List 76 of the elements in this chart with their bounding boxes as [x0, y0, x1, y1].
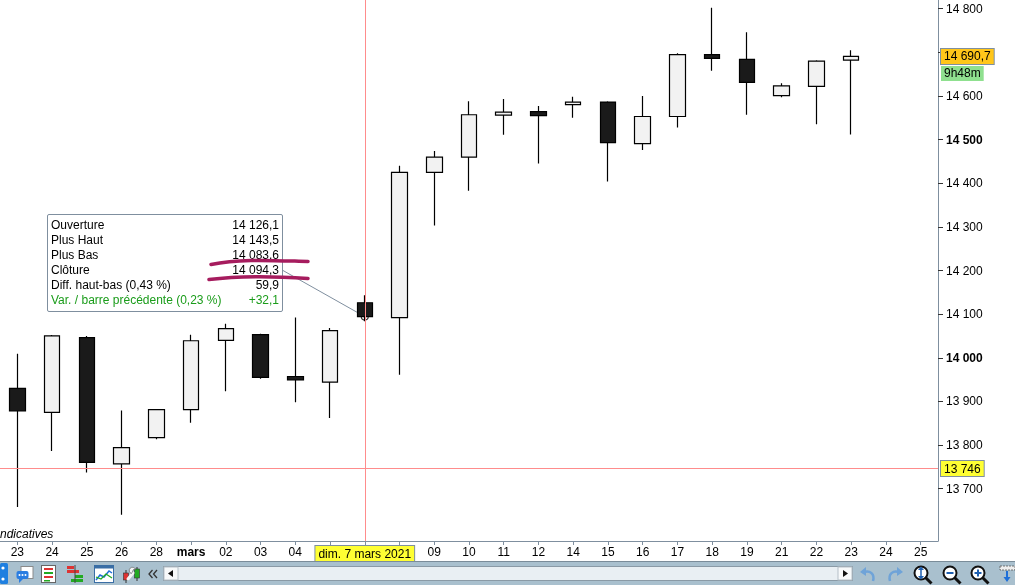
x-tick-label: 15 — [601, 545, 615, 559]
x-tick-label: 25 — [80, 545, 94, 559]
candlestick — [599, 100, 617, 183]
annotation: 14 126,1 — [232, 218, 279, 233]
x-tick-label: 23 — [844, 545, 859, 559]
candlestick — [147, 409, 166, 440]
candlestick — [251, 333, 270, 380]
x-tick-label: 17 — [670, 545, 685, 559]
candlestick — [703, 7, 721, 72]
y-tick-label: 14 200 — [946, 263, 984, 278]
x-tick-label: 03 — [253, 545, 268, 559]
y-tick-label: 14 600 — [946, 88, 984, 103]
annotation: Plus Bas — [51, 248, 99, 263]
candlestick — [668, 52, 687, 128]
annotation: Clôture — [51, 263, 90, 278]
x-tick-label: 18 — [705, 545, 720, 559]
candlestick — [217, 323, 235, 392]
y-tick-label: 14 400 — [946, 176, 984, 191]
x-tick-label: 10 — [462, 545, 476, 559]
y-tick-label: 14 500 — [946, 132, 984, 147]
x-tick-label: 23 — [10, 545, 25, 559]
candlestick — [78, 335, 96, 474]
candlestick — [321, 327, 339, 419]
x-tick-label: 12 — [531, 545, 546, 559]
x-tick-label: 19 — [740, 545, 754, 559]
candlestick — [182, 334, 200, 424]
x-tick-label: 24 — [879, 545, 893, 559]
candlestick — [494, 98, 513, 136]
y-tick-label: 13 900 — [946, 394, 984, 409]
x-tick-label: 21 — [774, 545, 789, 559]
x-tick-label: 16 — [636, 545, 650, 559]
annotation: +32,1 — [248, 293, 279, 308]
candlestick — [43, 334, 61, 452]
y-tick-label: 14 300 — [946, 219, 984, 234]
x-tick-label: 04 — [288, 545, 303, 559]
annotation: Diff. haut-bas (0,43 %) — [51, 278, 171, 293]
annotation: 14 143,5 — [232, 233, 279, 248]
y-tick-label: 13 700 — [946, 481, 984, 496]
y-tick-label: 13 800 — [946, 438, 984, 453]
x-tick-label: 24 — [45, 545, 60, 559]
x-tick-label: dim. 7 mars 2021 — [318, 547, 412, 561]
candlestick — [390, 165, 409, 376]
text: 9h48m — [944, 66, 981, 81]
candlestick — [112, 409, 131, 516]
candlestick — [738, 31, 756, 116]
x-tick-label: 28 — [149, 545, 164, 559]
ref-line-label: 13 746 — [944, 461, 982, 476]
candlestick — [633, 95, 652, 151]
candlestick — [529, 105, 548, 165]
annotation: Ouverture — [51, 218, 105, 233]
x-tick-label: 14 — [566, 545, 581, 559]
x-tick-label: 09 — [427, 545, 442, 559]
x-tick-label: 25 — [913, 545, 928, 559]
x-tick-label: 26 — [114, 545, 129, 559]
candlestick — [772, 82, 791, 98]
candlestick — [807, 59, 826, 125]
annotation: Var. / barre précédente (0,23 %) — [51, 293, 222, 308]
x-tick-label: 22 — [809, 545, 824, 559]
x-tick-label: 11 — [497, 545, 511, 559]
annotation: Plus Haut — [51, 233, 104, 248]
x-tick-label: mars — [176, 545, 206, 559]
annotation: 14 094,3 — [232, 263, 279, 278]
candlestick — [8, 353, 27, 508]
y-tick-label: 14 100 — [946, 307, 984, 322]
y-tick-label: 14 000 — [946, 350, 984, 365]
x-tick-label: 02 — [219, 545, 233, 559]
y-tick-label: 14 800 — [946, 1, 984, 16]
candlestick — [842, 49, 860, 135]
candlestick — [286, 317, 305, 403]
annotation: ndicatives — [0, 527, 54, 541]
annotation: 14 083,6 — [232, 248, 279, 263]
candlestick — [425, 150, 444, 227]
candlestick — [460, 100, 478, 192]
candlestick — [564, 96, 582, 119]
annotation: 59,9 — [255, 278, 279, 293]
text: 14 690,7 — [944, 49, 992, 64]
